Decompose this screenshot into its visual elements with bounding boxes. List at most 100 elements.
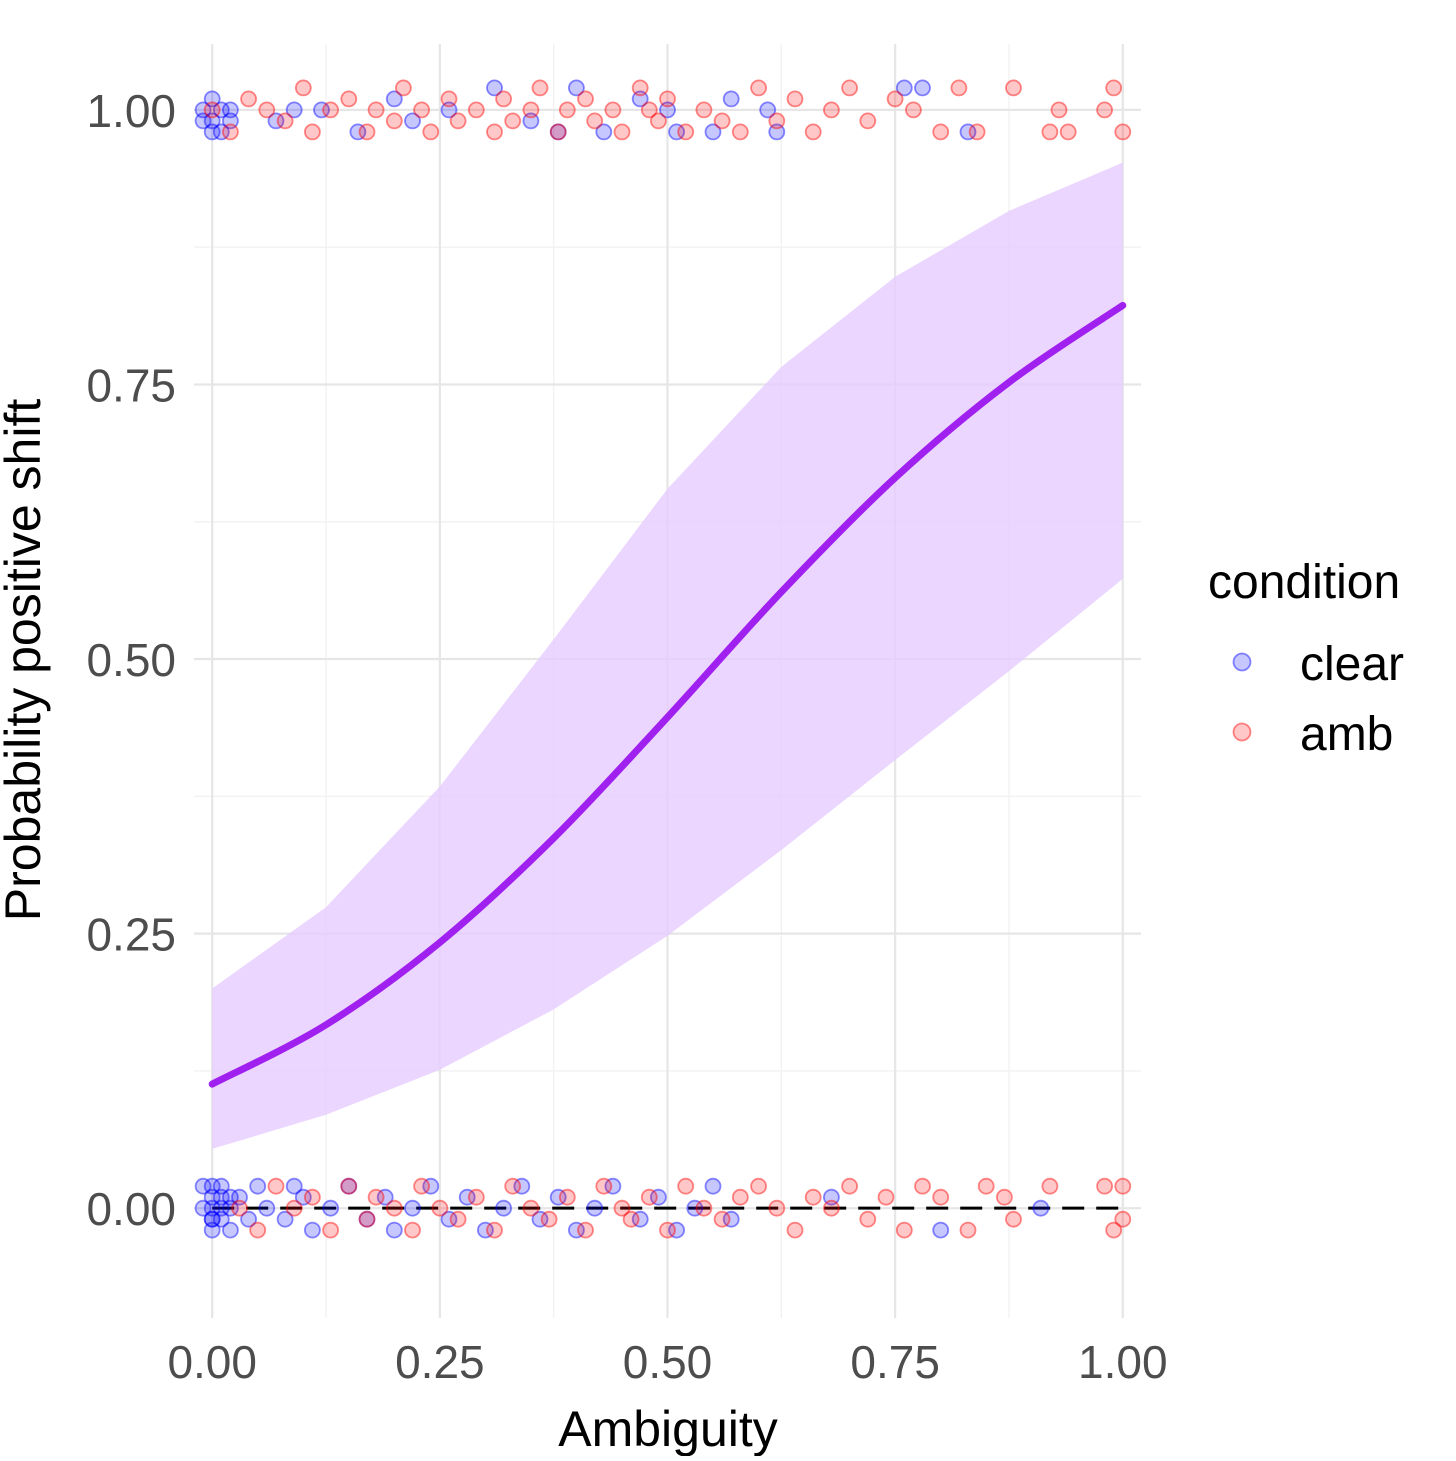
data-point-amb bbox=[877, 1188, 895, 1206]
data-point-amb bbox=[895, 1221, 913, 1239]
data-point-clear bbox=[932, 1221, 950, 1239]
data-point-clear bbox=[959, 123, 977, 141]
data-point-amb bbox=[440, 90, 458, 108]
data-point-amb bbox=[1005, 1210, 1022, 1228]
y-axis-title: Probability positive shift bbox=[0, 399, 51, 922]
points-layer bbox=[194, 79, 1132, 1239]
data-point-clear bbox=[422, 1177, 440, 1195]
data-point-amb bbox=[531, 79, 549, 97]
data-point-clear bbox=[212, 1210, 230, 1228]
data-point-amb bbox=[841, 79, 858, 97]
data-point-clear bbox=[914, 79, 931, 97]
data-point-amb bbox=[859, 1210, 877, 1228]
data-point-amb bbox=[203, 101, 221, 119]
y-tick-label: 1.00 bbox=[86, 85, 176, 137]
data-point-amb bbox=[294, 79, 312, 97]
data-point-amb bbox=[495, 90, 513, 108]
data-point-clear bbox=[549, 123, 567, 141]
data-point-amb bbox=[367, 1188, 385, 1206]
data-point-amb bbox=[768, 112, 786, 130]
data-point-clear bbox=[285, 101, 303, 119]
data-point-amb bbox=[677, 123, 695, 141]
data-point-amb bbox=[449, 112, 467, 130]
data-point-amb bbox=[340, 90, 358, 108]
data-point-clear bbox=[568, 1221, 585, 1239]
data-point-amb bbox=[486, 1221, 503, 1239]
legend-key-amb bbox=[1232, 722, 1252, 742]
data-point-clear bbox=[203, 112, 221, 130]
data-point-amb bbox=[996, 1188, 1013, 1206]
data-point-amb bbox=[750, 1177, 767, 1195]
data-point-clear bbox=[404, 112, 421, 130]
y-tick-labels: 0.00 0.25 0.50 0.75 1.00 bbox=[86, 85, 176, 1235]
data-point-clear bbox=[203, 1188, 221, 1206]
data-point-amb bbox=[1114, 1210, 1132, 1228]
data-point-amb bbox=[1114, 123, 1132, 141]
data-point-amb bbox=[932, 1188, 950, 1206]
data-point-amb bbox=[1059, 123, 1077, 141]
data-point-clear bbox=[631, 90, 649, 108]
data-point-amb bbox=[804, 1188, 822, 1206]
data-point-amb bbox=[303, 123, 321, 141]
legend-title: condition bbox=[1208, 556, 1400, 609]
data-point-amb bbox=[577, 1221, 594, 1239]
data-point-clear bbox=[231, 1188, 248, 1206]
data-point-clear bbox=[258, 1199, 276, 1217]
data-point-clear bbox=[203, 90, 221, 108]
legend: condition clear amb bbox=[1208, 556, 1404, 761]
data-point-amb bbox=[713, 1210, 731, 1228]
data-point-clear bbox=[568, 79, 585, 97]
data-point-amb bbox=[385, 1199, 403, 1217]
data-point-amb bbox=[932, 123, 950, 141]
data-point-clear bbox=[659, 101, 676, 119]
legend-label-amb: amb bbox=[1300, 708, 1393, 761]
data-point-amb bbox=[577, 90, 594, 108]
data-point-amb bbox=[731, 1188, 749, 1206]
data-point-clear bbox=[586, 1199, 604, 1217]
data-point-amb bbox=[695, 1199, 713, 1217]
data-point-clear bbox=[203, 1221, 221, 1239]
data-point-clear bbox=[340, 1177, 358, 1195]
data-point-amb bbox=[650, 112, 667, 130]
confidence-ribbon bbox=[212, 162, 1123, 1149]
data-point-amb bbox=[431, 1199, 449, 1217]
y-tick-label: 0.25 bbox=[86, 909, 176, 961]
data-point-clear bbox=[768, 123, 786, 141]
data-point-clear bbox=[203, 1210, 221, 1228]
data-point-amb bbox=[422, 123, 440, 141]
data-point-amb bbox=[640, 101, 658, 119]
data-point-clear bbox=[531, 1210, 549, 1228]
data-point-clear bbox=[212, 1177, 230, 1195]
confidence-ribbon-layer bbox=[212, 162, 1123, 1149]
data-point-amb bbox=[804, 123, 822, 141]
data-point-clear bbox=[203, 1177, 221, 1195]
data-point-clear bbox=[194, 112, 212, 130]
fit-line bbox=[208, 301, 1127, 1088]
data-point-clear bbox=[240, 1210, 258, 1228]
x-tick-label: 1.00 bbox=[1078, 1336, 1168, 1388]
data-point-clear bbox=[212, 1199, 230, 1217]
data-point-clear bbox=[349, 123, 367, 141]
y-tick-label: 0.50 bbox=[86, 634, 176, 686]
data-point-clear bbox=[631, 1210, 649, 1228]
data-point-clear bbox=[823, 1188, 840, 1206]
data-point-amb bbox=[595, 1177, 613, 1195]
x-tick-label: 0.75 bbox=[850, 1336, 940, 1388]
data-point-amb bbox=[914, 1177, 931, 1195]
y-tick-label: 0.00 bbox=[86, 1183, 176, 1235]
data-point-amb bbox=[622, 1210, 640, 1228]
data-point-amb bbox=[486, 123, 503, 141]
data-point-amb bbox=[549, 123, 567, 141]
data-point-clear bbox=[294, 1188, 312, 1206]
data-point-amb bbox=[977, 1177, 995, 1195]
data-point-amb bbox=[267, 1177, 285, 1195]
data-point-clear bbox=[440, 1210, 458, 1228]
data-point-amb bbox=[731, 123, 749, 141]
data-point-amb bbox=[750, 79, 767, 97]
fit-line-layer bbox=[208, 301, 1127, 1088]
data-point-clear bbox=[203, 1210, 221, 1228]
data-point-amb bbox=[604, 101, 622, 119]
data-point-clear bbox=[513, 1177, 531, 1195]
data-point-amb bbox=[504, 112, 522, 130]
data-point-amb bbox=[659, 1221, 676, 1239]
